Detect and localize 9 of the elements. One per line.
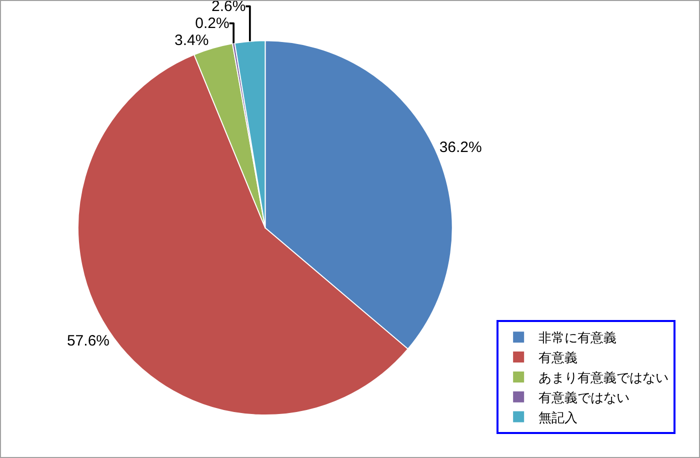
data-label: 0.2%: [195, 14, 230, 32]
legend-label: 無記入: [538, 410, 578, 426]
data-label: 3.4%: [174, 32, 209, 49]
legend-label: 有意義ではない: [538, 390, 630, 406]
legend-label: あまり有意義ではない: [538, 371, 669, 386]
data-label: 57.6%: [66, 332, 110, 350]
legend-label: 有意義: [538, 351, 578, 366]
data-label: 36.2%: [439, 139, 482, 156]
legend-label: 非常に有意義: [538, 331, 617, 346]
